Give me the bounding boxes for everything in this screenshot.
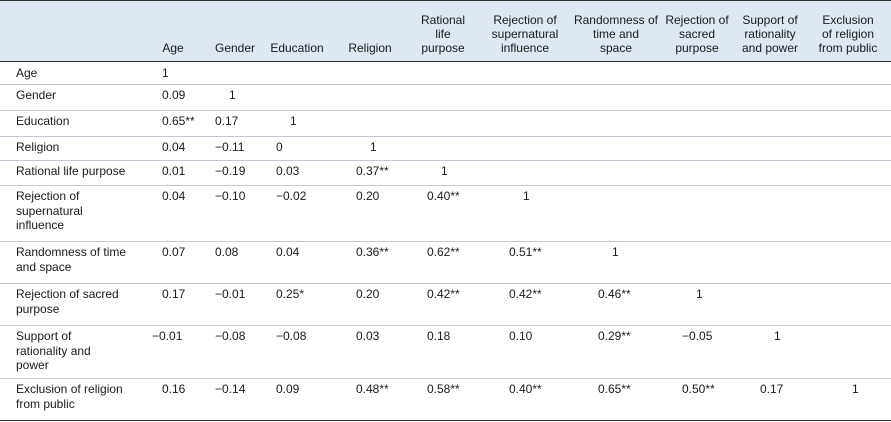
row-label: Education	[16, 114, 70, 128]
row-divider	[0, 241, 891, 242]
table-cell: 0.42**	[427, 287, 460, 301]
table-cell: 1	[696, 287, 703, 301]
table-cell: −0.01	[215, 287, 246, 301]
row-label: Rational life purpose	[16, 164, 126, 178]
table-cell: 0.17	[215, 114, 239, 128]
table-cell: 0.29**	[598, 329, 631, 343]
table-cell: 1	[370, 140, 377, 154]
table-cell: 1	[229, 88, 236, 102]
table-cell: 1	[290, 114, 297, 128]
table-cell: 0.40**	[509, 382, 542, 396]
table-cell: −0.08	[276, 329, 307, 343]
table-cell: 0.16	[162, 382, 186, 396]
table-cell: 0.03	[276, 164, 300, 178]
table-cell: 0.48**	[356, 382, 389, 396]
column-header: Religion	[348, 41, 392, 55]
table-cell: −0.14	[215, 382, 246, 396]
row-divider	[0, 110, 891, 111]
table-cell: 0.40**	[427, 189, 460, 203]
row-divider	[0, 378, 891, 379]
table-cell: −0.10	[215, 189, 246, 203]
table-cell: −0.11	[215, 140, 245, 154]
table-cell: 1	[162, 66, 169, 80]
column-header: Exclusion of religion from public	[818, 13, 878, 55]
row-divider	[0, 84, 891, 85]
table-cell: 0.10	[509, 329, 533, 343]
table-cell: 0.18	[427, 329, 451, 343]
column-header: Rational life purpose	[420, 13, 466, 55]
row-label: Age	[16, 66, 38, 80]
bottom-rule	[0, 420, 891, 421]
table-cell: 0.09	[162, 88, 186, 102]
table-cell: 0	[276, 140, 283, 154]
table-cell: 1	[774, 329, 781, 343]
table-cell: 0.07	[162, 245, 186, 259]
table-cell: 0.17	[760, 382, 784, 396]
table-cell: 0.04	[276, 245, 300, 259]
row-divider	[0, 136, 891, 137]
table-cell: 0.51**	[509, 245, 542, 259]
table-cell: 0.46**	[598, 287, 631, 301]
table-cell: −0.19	[215, 164, 246, 178]
table-cell: 0.50**	[682, 382, 715, 396]
table-cell: −0.01	[152, 329, 183, 343]
row-label: Randomness of time and space	[16, 245, 127, 274]
table-cell: 0.09	[276, 382, 300, 396]
table-cell: −0.05	[682, 329, 713, 343]
row-label: Rejection of sacred purpose	[16, 287, 119, 316]
column-header: Education	[270, 41, 324, 55]
table-cell: 0.20	[356, 189, 380, 203]
header-rule	[0, 61, 891, 62]
column-header: Rejection of supernatural influence	[491, 13, 559, 55]
column-header: Gender	[214, 41, 256, 55]
row-label: Rejection of supernatural influence	[16, 189, 83, 232]
table-cell: 0.65**	[598, 382, 631, 396]
row-divider	[0, 283, 891, 284]
table-cell: 0.01	[162, 164, 186, 178]
row-divider	[0, 325, 891, 326]
table-cell: 0.25*	[276, 287, 305, 301]
table-cell: 1	[523, 189, 530, 203]
column-header: Support of rationality and power	[741, 13, 799, 55]
table-cell: 0.20	[356, 287, 380, 301]
table-cell: 0.03	[356, 329, 380, 343]
row-label: Religion	[16, 140, 60, 154]
table-cell: 0.08	[215, 245, 239, 259]
column-header: Randomness of time and space	[573, 13, 659, 55]
table-cell: 0.62**	[427, 245, 460, 259]
table-cell: 0.65**	[162, 114, 195, 128]
table-cell: −0.02	[276, 189, 307, 203]
header-band	[0, 0, 891, 61]
table-cell: 0.58**	[427, 382, 460, 396]
row-label: Gender	[16, 88, 57, 102]
column-header: Age	[162, 41, 184, 55]
table-cell: 1	[612, 245, 619, 259]
top-rule	[0, 0, 891, 1]
table-cell: 0.04	[162, 189, 186, 203]
table-cell: 0.36**	[356, 245, 389, 259]
row-divider	[0, 160, 891, 161]
row-divider	[0, 185, 891, 186]
table-cell: 1	[852, 382, 859, 396]
column-header: Rejection of sacred purpose	[665, 13, 729, 55]
table-cell: −0.08	[215, 329, 246, 343]
table-cell: 0.04	[162, 140, 186, 154]
table-cell: 0.17	[162, 287, 186, 301]
table-cell: 0.37**	[356, 164, 389, 178]
row-label: Exclusion of religion from public	[16, 382, 123, 411]
row-label: Support of rationality and power	[16, 329, 91, 372]
table-cell: 1	[441, 164, 448, 178]
table-cell: 0.42**	[509, 287, 542, 301]
